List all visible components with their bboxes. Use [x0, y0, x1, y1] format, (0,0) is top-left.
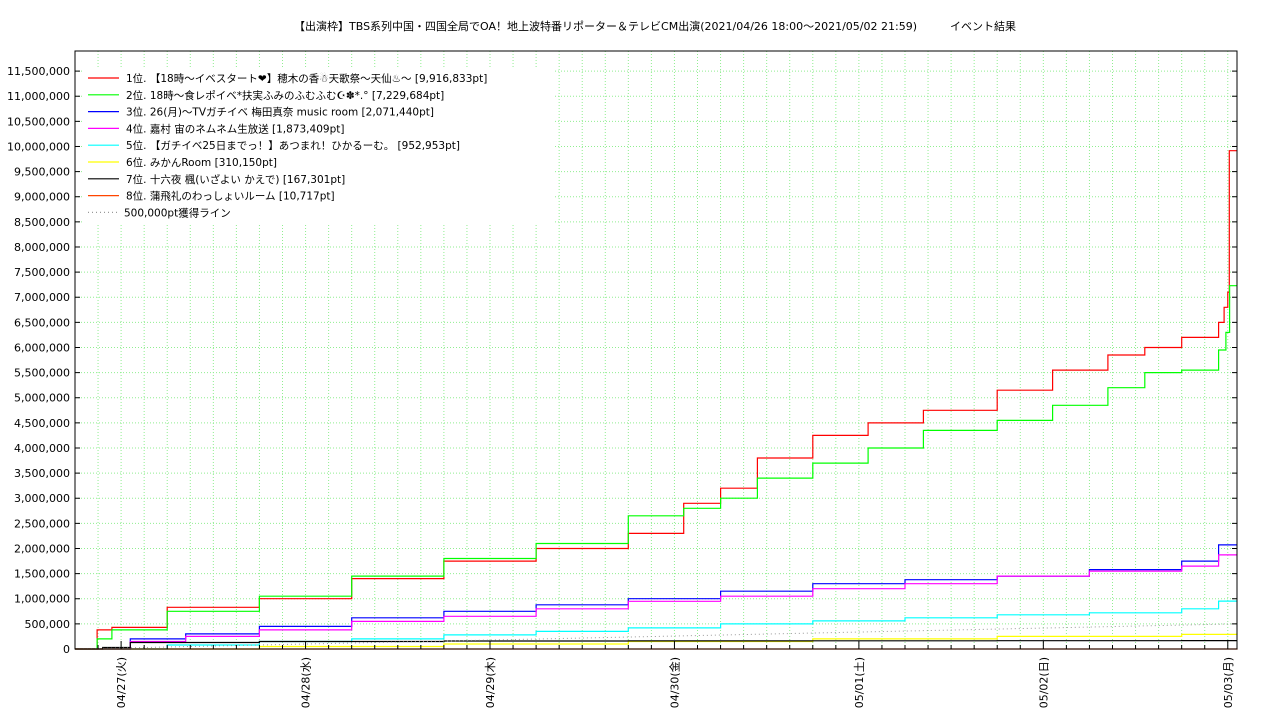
- y-tick-label: 2,500,000: [14, 517, 70, 530]
- x-tick-label: 04/27(火): [115, 657, 128, 708]
- y-tick-label: 1,000,000: [14, 593, 70, 606]
- legend-label: 6位. みかんRoom [310,150pt]: [126, 156, 277, 169]
- y-tick-label: 6,000,000: [14, 341, 70, 354]
- x-tick-label: 04/29(木): [484, 657, 497, 708]
- y-tick-label: 7,000,000: [14, 291, 70, 304]
- series-line-2: [75, 285, 1237, 650]
- legend-label: 7位. 十六夜 楓(いざよい かえで) [167,301pt]: [126, 173, 345, 186]
- y-tick-label: 1,500,000: [14, 568, 70, 581]
- y-tick-label: 4,500,000: [14, 417, 70, 430]
- series-line-1: [75, 150, 1237, 650]
- y-tick-label: 8,000,000: [14, 241, 70, 254]
- series-line-4: [75, 554, 1237, 650]
- y-tick-label: 8,500,000: [14, 216, 70, 229]
- y-tick-label: 11,500,000: [7, 65, 70, 78]
- x-tick-label: 04/30(金): [667, 657, 681, 708]
- y-tick-label: 10,500,000: [7, 115, 70, 128]
- x-tick-label: 05/02(日): [1037, 657, 1050, 708]
- series-line-7: [75, 640, 1237, 650]
- legend-label: 500,000pt獲得ライン: [124, 206, 231, 219]
- plot-frame: [74, 50, 1238, 650]
- y-tick-label: 7,500,000: [14, 266, 70, 279]
- x-tick-label: 05/01(土): [853, 657, 866, 708]
- y-tick-label: 5,500,000: [14, 367, 70, 380]
- y-tick-label: 5,000,000: [14, 392, 70, 405]
- legend: 1位. 【18時〜イベスタート❤】穂木の香☃天歌祭〜天仙♨〜 [9,916,83…: [82, 67, 555, 225]
- y-tick-label: 3,000,000: [14, 492, 70, 505]
- series-line-3: [75, 544, 1237, 650]
- axis-layer: 0 500,000 1,000,000 1,500,000 2,000,000 2,500…: [7, 50, 1238, 708]
- y-tick-label: 9,500,000: [14, 166, 70, 179]
- series-layer: [74, 150, 1238, 650]
- legend-label: 3位. 26(月)〜TVガチイベ 梅田真奈 music room [2,071,…: [126, 106, 434, 119]
- y-tick-label: 2,000,000: [14, 542, 70, 555]
- legend-label: 8位. 蒲飛礼のわっしょいルーム [10,717pt]: [126, 190, 335, 203]
- x-tick-label: 04/28(水): [300, 657, 313, 708]
- y-tick-label: 3,500,000: [14, 467, 70, 480]
- y-tick-label: 4,000,000: [14, 442, 70, 455]
- x-tick-label: 05/03(月): [1222, 657, 1235, 708]
- y-tick-label: 9,000,000: [14, 191, 70, 204]
- chart-title: 【出演枠】TBS系列中国・四国全局でOA！地上波特番リポーター＆テレビCM出演(…: [294, 20, 1016, 33]
- y-tick-label: 0: [63, 643, 70, 656]
- legend-label: 1位. 【18時〜イベスタート❤】穂木の香☃天歌祭〜天仙♨〜 [9,916,83…: [126, 72, 487, 85]
- y-tick-label: 6,500,000: [14, 316, 70, 329]
- legend-label: 4位. 嘉村 宙のネムネム生放送 [1,873,409pt]: [126, 122, 344, 135]
- legend-label: 2位. 18時〜食レポイベ*扶実ふみのふむふむ☪✽*.° [7,229,684p…: [126, 89, 444, 102]
- series-line-9: [74, 623, 1238, 650]
- y-tick-label: 500,000: [25, 618, 71, 631]
- legend-box: [82, 67, 555, 225]
- y-tick-label: 10,000,000: [7, 140, 70, 153]
- legend-label: 5位. 【ガチイベ25日までっ！】あつまれ！ひかるーむ。 [952,953pt]: [126, 139, 460, 152]
- y-tick-label: 11,000,000: [7, 90, 70, 103]
